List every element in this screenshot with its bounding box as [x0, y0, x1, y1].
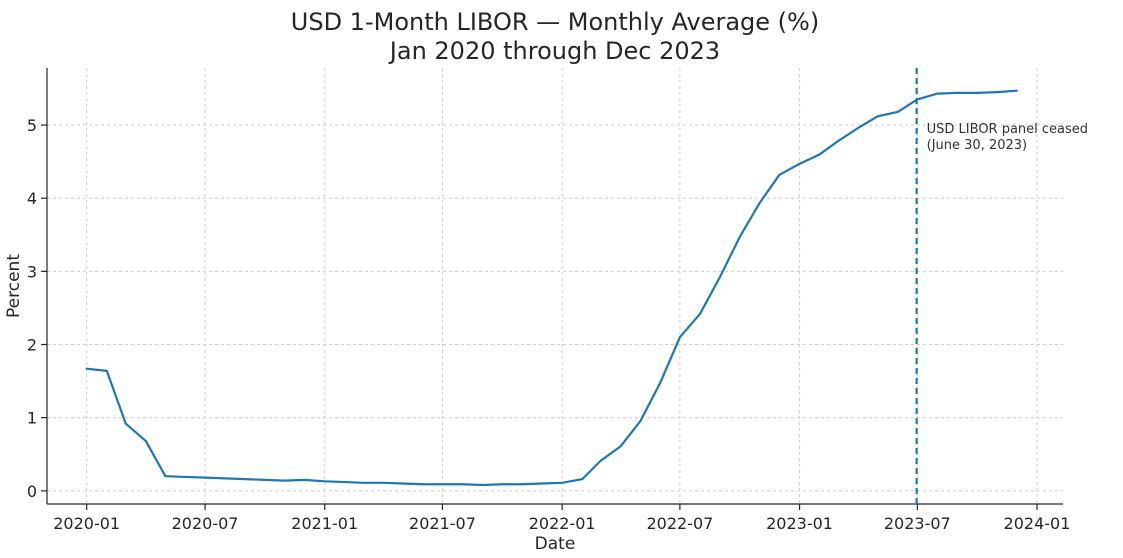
ticks: 2020-01 2020-07 2021-01 2021-07 2022-01 2022-… — [27, 116, 1071, 533]
y-axis-label: Percent — [4, 254, 24, 318]
y-tick-label: 0 — [27, 482, 37, 501]
x-tick-label: 2023-01 — [766, 514, 833, 533]
x-tick-label: 2023-07 — [884, 514, 951, 533]
x-tick-label: 2021-01 — [291, 514, 358, 533]
x-tick-label: 2022-07 — [646, 514, 713, 533]
annotations: USD LIBOR panel ceased(June 30, 2023) — [915, 68, 1088, 504]
y-tick-label: 5 — [27, 116, 37, 135]
chart-subtitle: Jan 2020 through Dec 2023 — [388, 37, 720, 65]
y-tick-label: 2 — [27, 336, 37, 355]
x-tick-label: 2020-01 — [53, 514, 120, 533]
grid — [47, 68, 1063, 504]
series-line — [85, 89, 1018, 487]
y-tick-label: 1 — [27, 409, 37, 428]
x-tick-label: 2021-07 — [409, 514, 476, 533]
x-tick-label: 2024-01 — [1004, 514, 1071, 533]
y-tick-label: 3 — [27, 262, 37, 281]
x-tick-label: 2020-07 — [172, 514, 239, 533]
axes — [46, 68, 1063, 505]
x-tick-label: 2022-01 — [529, 514, 596, 533]
chart-title: USD 1-Month LIBOR — Monthly Average (%) — [291, 8, 819, 36]
series — [85, 89, 1018, 487]
x-axis-label: Date — [535, 534, 576, 554]
annotation-text: USD LIBOR panel ceased — [927, 122, 1088, 137]
annotation-text: (June 30, 2023) — [927, 138, 1027, 153]
y-tick-label: 4 — [27, 189, 37, 208]
